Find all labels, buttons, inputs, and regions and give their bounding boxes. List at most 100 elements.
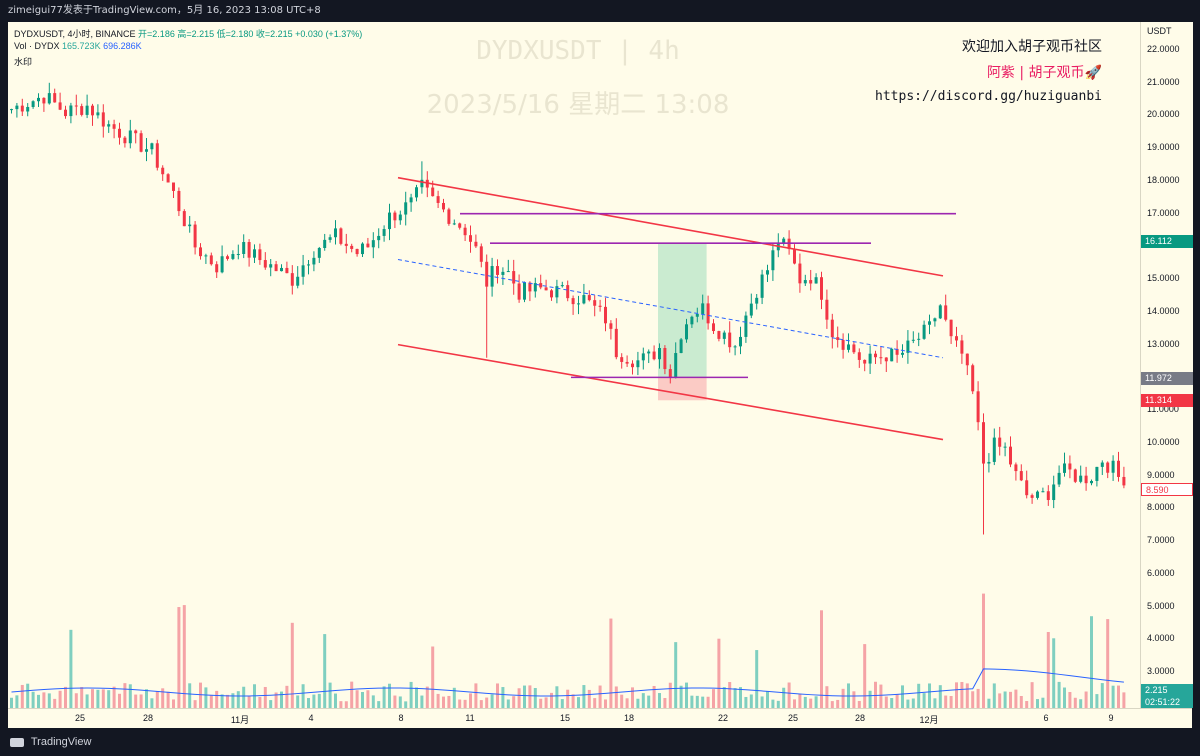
candlestick-chart[interactable] (8, 22, 1140, 708)
volume-bar (188, 683, 192, 708)
candle-body (236, 253, 240, 255)
volume-bar (404, 701, 408, 708)
volume-bar (647, 695, 651, 708)
candle-body (193, 224, 197, 248)
candle-body (209, 255, 213, 265)
volume-bar (344, 701, 348, 708)
candle-body (64, 109, 67, 117)
volume-bar (355, 690, 359, 708)
candle-body (863, 359, 867, 364)
volume-bar (490, 694, 494, 708)
candle-body (10, 109, 13, 111)
candle-body (825, 299, 829, 320)
legend-watermark: 水印 (14, 57, 33, 67)
volume-bar (787, 682, 791, 708)
candle-body (1079, 475, 1083, 482)
candle-body (139, 133, 143, 152)
candle-body (452, 223, 456, 225)
candle-body (1122, 476, 1126, 486)
candle-body (463, 227, 467, 236)
candle-body (150, 143, 154, 150)
candle-body (868, 353, 872, 364)
candle-body (809, 280, 813, 284)
candle-body (533, 283, 537, 292)
candle-body (344, 243, 348, 246)
volume-bar (560, 699, 564, 708)
candle-body (695, 313, 699, 317)
volume-bar (161, 688, 165, 708)
volume-bar (53, 698, 57, 708)
candle-body (830, 319, 834, 338)
volume-bar (247, 696, 251, 708)
candle-body (431, 187, 435, 197)
promo-author: 阿紫 | 胡子观币🚀 (986, 65, 1102, 81)
price-tick-label: 3.0000 (1147, 666, 1175, 676)
candle-body (501, 271, 505, 275)
volume-bar (728, 682, 732, 708)
candle-body (841, 339, 845, 350)
volume-bar (695, 695, 699, 708)
volume-bar (674, 642, 678, 708)
volume-bar (620, 694, 624, 708)
promo-discord-link[interactable]: https://discord.gg/huziguanbi (875, 89, 1102, 104)
volume-bar (199, 682, 202, 708)
candle-body (350, 245, 354, 249)
volume-bar (760, 696, 764, 708)
time-tick-label: 11月 (230, 715, 250, 725)
candle-body (728, 332, 732, 348)
volume-bar (722, 687, 726, 708)
volume-bar (69, 629, 73, 708)
candle-body (20, 105, 24, 112)
volume-bar (982, 593, 985, 708)
candle-body (1073, 469, 1077, 482)
chart-pane[interactable]: DYDXUSDT | 4h 2023/5/16 星期二 13:08 DYDXUS… (8, 22, 1140, 708)
candle-body (328, 237, 332, 240)
volume-bar (236, 691, 240, 708)
volume-bar (274, 692, 278, 708)
volume-bar (166, 691, 170, 708)
volume-bar (172, 699, 175, 708)
volume-bar (398, 696, 402, 708)
candle-body (107, 124, 111, 127)
volume-bar (820, 610, 823, 708)
candle-body (749, 303, 753, 316)
candle-body (760, 274, 764, 298)
candle-body (609, 323, 613, 329)
candle-body (145, 149, 148, 152)
volume-bar (868, 690, 872, 708)
time-axis[interactable]: 25 28 11月 4 8 11 15 18 22 25 28 12月 6 9 (8, 708, 1192, 729)
channel-mid-line (397, 259, 944, 359)
volume-bar (598, 685, 602, 708)
volume-bar (220, 694, 224, 708)
volume-bar (1019, 696, 1023, 708)
candle-body (965, 353, 969, 366)
volume-bar (1084, 691, 1088, 708)
volume-bar (74, 693, 78, 708)
candle-body (1052, 484, 1056, 501)
watermark-symbol: DYDXUSDT | 4h (476, 36, 680, 66)
candle-body (371, 240, 375, 248)
candle-body (188, 224, 192, 227)
volume-bar (182, 605, 186, 708)
volume-bar (85, 694, 89, 708)
volume-bar (701, 696, 705, 708)
candle-body (949, 319, 953, 337)
candle-body (479, 246, 483, 262)
candle-body (798, 263, 802, 284)
volume-bar (1046, 631, 1050, 708)
volume-bar (58, 690, 62, 708)
time-tick-label: 4 (308, 713, 314, 723)
volume-tag: 2.215 (1141, 684, 1193, 697)
candle-body (625, 361, 629, 364)
candle-body (555, 286, 559, 298)
price-axis[interactable]: USDT 22.0000 21.0000 20.0000 19.0000 18.0000… (1140, 22, 1193, 708)
candle-body (91, 105, 94, 116)
volume-bar (506, 699, 510, 708)
candle-body (658, 348, 661, 360)
candle-body (415, 187, 418, 198)
time-tick-label: 15 (559, 713, 571, 723)
volume-bar (263, 686, 267, 708)
candle-body (922, 324, 926, 339)
candle-body (1046, 491, 1050, 501)
candle-body (469, 235, 472, 242)
